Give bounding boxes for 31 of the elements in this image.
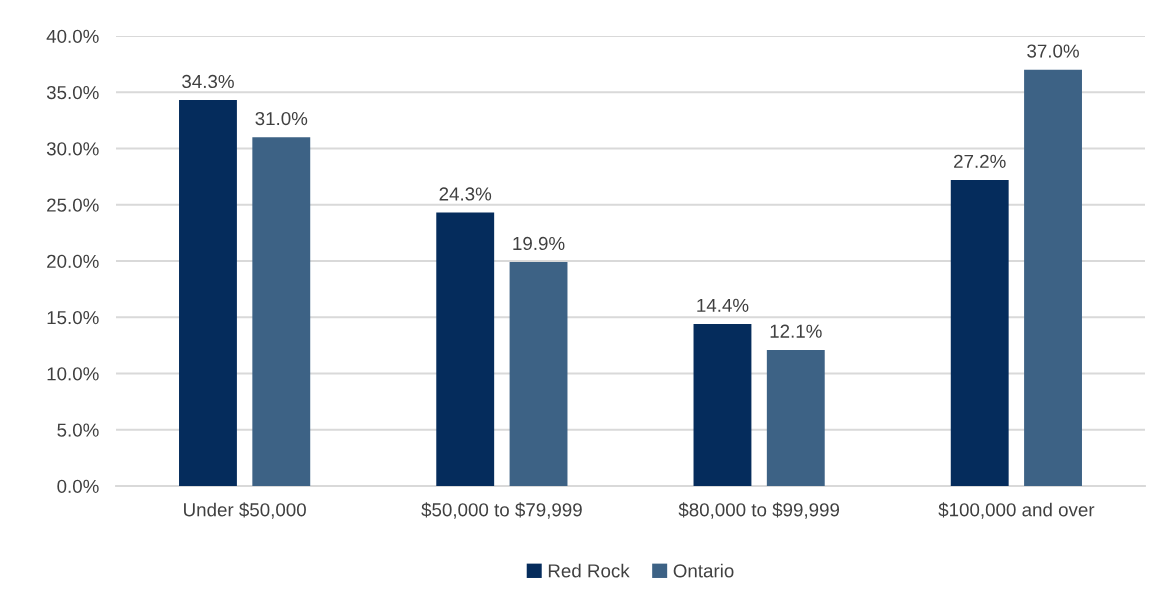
x-tick-label: $80,000 to $99,999: [678, 502, 840, 519]
y-tick-label: 0.0%: [57, 479, 99, 493]
y-tick-label: 20.0%: [47, 254, 99, 268]
data-label: 34.3%: [182, 74, 234, 89]
bar: [509, 262, 568, 486]
data-label: 14.4%: [697, 298, 749, 312]
y-tick-label: 40.0%: [46, 29, 99, 43]
x-tick-label: $50,000 to $79,999: [421, 502, 582, 519]
data-label: 31.0%: [255, 111, 308, 126]
data-label: 27.2%: [954, 154, 1006, 168]
y-tick-label: 10.0%: [47, 367, 99, 381]
x-tick-label: Under $50,000: [184, 502, 306, 519]
bar: [1024, 69, 1082, 486]
legend-label: Red Rock: [548, 563, 630, 578]
bar: [693, 324, 752, 486]
y-tick-label: 5.0%: [57, 423, 99, 437]
bar: [950, 180, 1009, 486]
bar: [252, 137, 311, 486]
y-tick-label: 30.0%: [46, 142, 99, 156]
y-tick-label: 25.0%: [47, 198, 99, 212]
y-tick-label: 15.0%: [47, 310, 99, 325]
data-label: 12.1%: [770, 324, 822, 338]
legend-label: Ontario: [673, 563, 734, 578]
y-tick-label: 35.0%: [46, 85, 99, 100]
bar: [436, 212, 495, 486]
data-label: 24.3%: [439, 187, 492, 201]
data-label: 37.0%: [1027, 44, 1079, 58]
data-label: 19.9%: [513, 236, 565, 251]
bar: [179, 100, 237, 486]
x-tick-label: $100,000 and over: [938, 502, 1095, 519]
bar: [766, 349, 825, 486]
